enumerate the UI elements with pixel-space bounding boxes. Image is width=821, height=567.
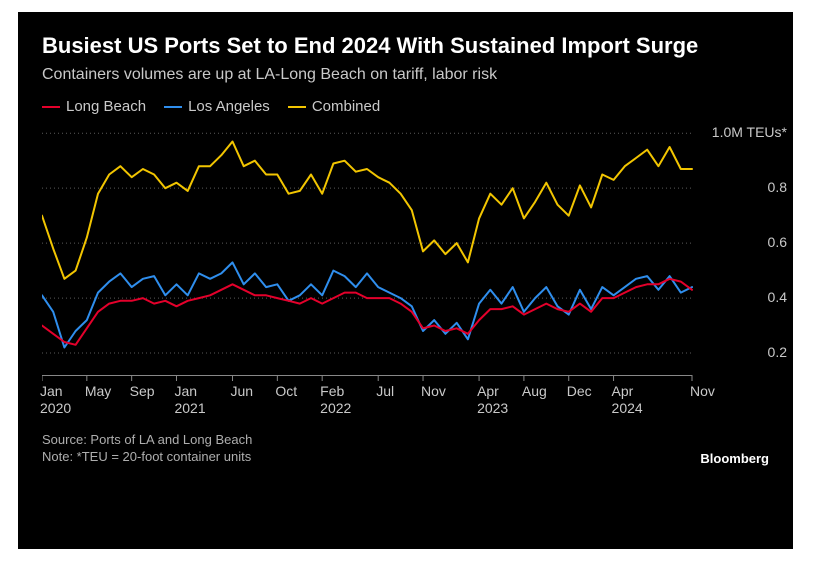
chart-plot-area: 0.20.40.60.81.0M TEUs* Jan 2020MaySepJan… (42, 125, 769, 423)
x-tick-label: Oct (275, 383, 297, 401)
x-tick-label: Apr 2024 (612, 383, 643, 418)
y-tick-label: 1.0M TEUs* (712, 124, 787, 140)
legend-swatch (42, 106, 60, 108)
x-tick-label: Feb 2022 (320, 383, 351, 418)
y-tick-label: 0.6 (768, 234, 787, 250)
chart-legend: Long Beach Los Angeles Combined (42, 98, 769, 115)
chart-footer: Source: Ports of LA and Long Beach Note:… (42, 431, 769, 466)
legend-item: Long Beach (42, 98, 146, 115)
x-tick-label: Jan 2020 (40, 383, 71, 418)
legend-item: Combined (288, 98, 380, 115)
y-tick-label: 0.8 (768, 179, 787, 195)
chart-card: { "header": { "title": "Busiest US Ports… (18, 12, 793, 549)
legend-label: Los Angeles (188, 98, 270, 115)
legend-swatch (288, 106, 306, 108)
x-tick-label: Sep (130, 383, 155, 401)
x-tick-label: Apr 2023 (477, 383, 508, 418)
x-tick-label: Nov (690, 383, 715, 401)
x-tick-label: Aug (522, 383, 547, 401)
x-axis-labels: Jan 2020 May Sep Jan 2021 Jun Oct Feb 2022 Jul N… (42, 383, 787, 425)
legend-label: Long Beach (66, 98, 146, 115)
legend-swatch (164, 106, 182, 108)
legend-label: Combined (312, 98, 380, 115)
y-tick-label: 0.4 (768, 289, 787, 305)
legend-item: Los Angeles (164, 98, 270, 115)
x-tick-label: Jan 2021 (174, 383, 205, 418)
chart-title: Busiest US Ports Set to End 2024 With Su… (42, 32, 769, 60)
y-tick-label: 0.2 (768, 344, 787, 360)
y-axis-labels: 0.2 0.4 0.6 0.8 1.0M TEUs* (42, 125, 787, 375)
x-tick-label: Jul (376, 383, 394, 401)
x-tick-label: Dec (567, 383, 592, 401)
brand-label: Bloomberg (700, 451, 769, 466)
chart-subtitle: Containers volumes are up at LA-Long Bea… (42, 66, 769, 84)
x-tick-label: Jun (231, 383, 254, 401)
x-tick-label: May (85, 383, 111, 401)
source-note: Source: Ports of LA and Long Beach Note:… (42, 431, 252, 466)
x-tick-label: Nov (421, 383, 446, 401)
